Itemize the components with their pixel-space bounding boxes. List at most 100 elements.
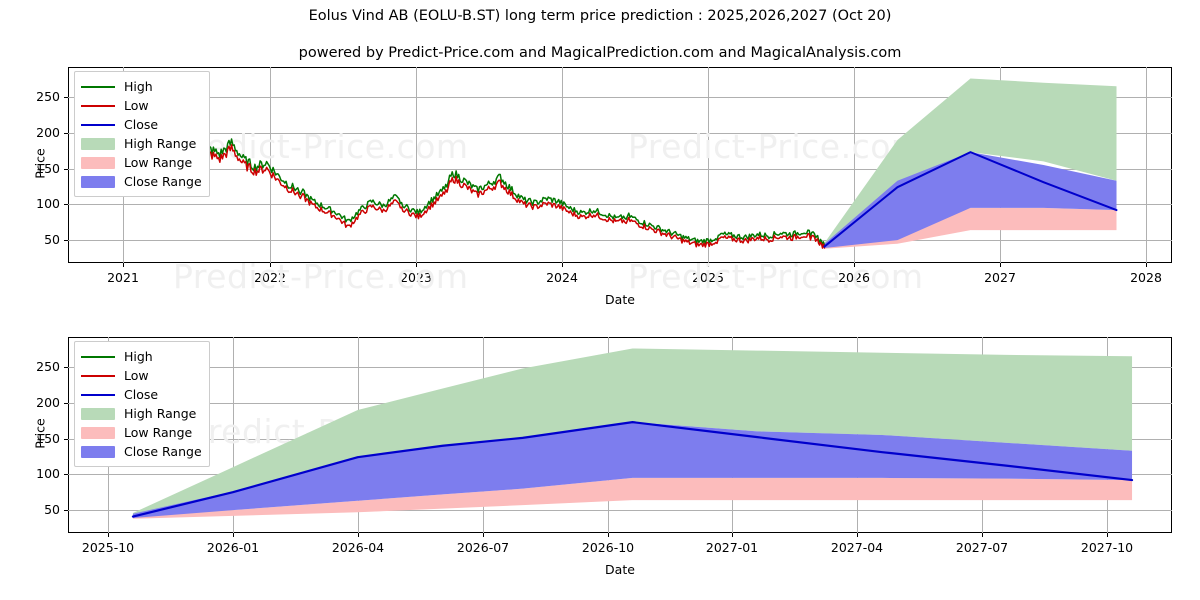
legend-item-label: Close Range <box>124 174 202 189</box>
low-range-band <box>132 477 1133 519</box>
legend-item-label: Close <box>124 387 159 402</box>
close-range-band <box>824 152 1117 248</box>
legend-patch-swatch-icon <box>81 156 115 169</box>
legend-line-swatch-icon <box>81 370 115 382</box>
y-tick-mark <box>64 133 68 134</box>
legend-line-swatch-icon <box>81 81 115 93</box>
legend-item-label: Close <box>124 117 159 132</box>
gridline-horizontal <box>68 204 1172 205</box>
legend-item-high[interactable]: High <box>81 347 202 366</box>
legend-line-swatch-icon <box>81 389 115 401</box>
y-tick-label-overview: 200 <box>36 125 60 140</box>
legend-item-high-range[interactable]: High Range <box>81 404 202 423</box>
legend-item-low[interactable]: Low <box>81 366 202 385</box>
legend-item-high-range[interactable]: High Range <box>81 134 202 153</box>
x-tick-mark <box>123 263 124 267</box>
history-low-line <box>90 110 826 249</box>
page-subtitle: powered by Predict-Price.com and Magical… <box>298 45 902 61</box>
y-tick-label-forecast: 150 <box>36 431 60 446</box>
y-tick-label-overview: 100 <box>36 196 60 211</box>
gridline-vertical <box>708 67 709 263</box>
gridline-vertical <box>854 67 855 263</box>
y-tick-mark <box>64 439 68 440</box>
x-tick-mark <box>358 533 359 537</box>
x-tick-label-forecast: 2027-10 <box>1080 540 1134 555</box>
x-tick-mark <box>854 263 855 267</box>
legend-line-swatch-icon <box>81 119 115 131</box>
legend-item-label: High Range <box>124 136 197 151</box>
y-tick-mark <box>64 97 68 98</box>
x-tick-label-overview: 2022 <box>254 270 286 285</box>
legend-patch-swatch-icon <box>81 175 115 188</box>
legend-item-label: Low Range <box>124 425 193 440</box>
page-title: Eolus Vind AB (EOLU-B.ST) long term pric… <box>308 8 892 24</box>
x-tick-label-forecast: 2026-10 <box>581 540 635 555</box>
gridline-horizontal <box>68 169 1172 170</box>
legend-item-close-range[interactable]: Close Range <box>81 442 202 461</box>
history-high-line <box>90 104 826 247</box>
legend-item-label: High Range <box>124 406 197 421</box>
x-tick-label-forecast: 2027-07 <box>955 540 1009 555</box>
x-tick-label-overview: 2021 <box>107 270 139 285</box>
y-tick-mark <box>64 474 68 475</box>
y-tick-mark <box>64 169 68 170</box>
gridline-horizontal <box>68 510 1172 511</box>
x-tick-mark <box>1107 533 1108 537</box>
legend-item-close-range[interactable]: Close Range <box>81 172 202 191</box>
x-tick-label-overview: 2028 <box>1130 270 1162 285</box>
x-tick-mark <box>708 263 709 267</box>
legend-item-close[interactable]: Close <box>81 385 202 404</box>
x-tick-mark <box>1000 263 1001 267</box>
y-tick-label-forecast: 200 <box>36 395 60 410</box>
legend-item-low-range[interactable]: Low Range <box>81 153 202 172</box>
gridline-vertical <box>233 337 234 533</box>
x-tick-mark <box>982 533 983 537</box>
legend-item-label: Low <box>124 368 149 383</box>
legend-item-label: Close Range <box>124 444 202 459</box>
x-tick-label-forecast: 2026-04 <box>331 540 385 555</box>
x-tick-mark <box>233 533 234 537</box>
gridline-horizontal <box>68 240 1172 241</box>
legend-patch-swatch-icon <box>81 445 115 458</box>
legend-item-close[interactable]: Close <box>81 115 202 134</box>
legend-line-swatch-icon <box>81 100 115 112</box>
legend-forecast: High Low Close High Range Low Range Close Ran… <box>74 341 210 467</box>
y-tick-label-overview: 50 <box>44 232 60 247</box>
overview-x-axis-label: Date <box>605 292 635 307</box>
y-tick-mark <box>64 510 68 511</box>
forecast-close-line <box>823 151 1118 248</box>
x-tick-mark <box>416 263 417 267</box>
x-tick-label-overview: 2026 <box>838 270 870 285</box>
x-tick-label-overview: 2027 <box>984 270 1016 285</box>
x-tick-mark <box>270 263 271 267</box>
x-tick-label-overview: 2024 <box>546 270 578 285</box>
gridline-horizontal <box>68 97 1172 98</box>
x-tick-mark <box>857 533 858 537</box>
legend-patch-swatch-icon <box>81 407 115 420</box>
legend-item-low[interactable]: Low <box>81 96 202 115</box>
x-tick-label-overview: 2025 <box>692 270 724 285</box>
legend-item-low-range[interactable]: Low Range <box>81 423 202 442</box>
gridline-vertical <box>270 67 271 263</box>
legend-item-label: High <box>124 349 153 364</box>
x-tick-label-forecast: 2025-10 <box>81 540 135 555</box>
legend-item-label: Low <box>124 98 149 113</box>
legend-item-label: Low Range <box>124 155 193 170</box>
legend-line-swatch-icon <box>81 351 115 363</box>
x-tick-mark <box>483 533 484 537</box>
gridline-vertical <box>1146 67 1147 263</box>
gridline-vertical <box>562 67 563 263</box>
y-tick-label-overview: 250 <box>36 89 60 104</box>
legend-item-high[interactable]: High <box>81 77 202 96</box>
x-tick-mark <box>732 533 733 537</box>
gridline-horizontal <box>68 133 1172 134</box>
high-range-band <box>132 348 1133 516</box>
y-tick-mark <box>64 403 68 404</box>
x-tick-mark <box>108 533 109 537</box>
high-range-band <box>824 78 1117 246</box>
x-tick-label-forecast: 2026-07 <box>456 540 510 555</box>
x-tick-label-overview: 2023 <box>400 270 432 285</box>
x-tick-mark <box>608 533 609 537</box>
